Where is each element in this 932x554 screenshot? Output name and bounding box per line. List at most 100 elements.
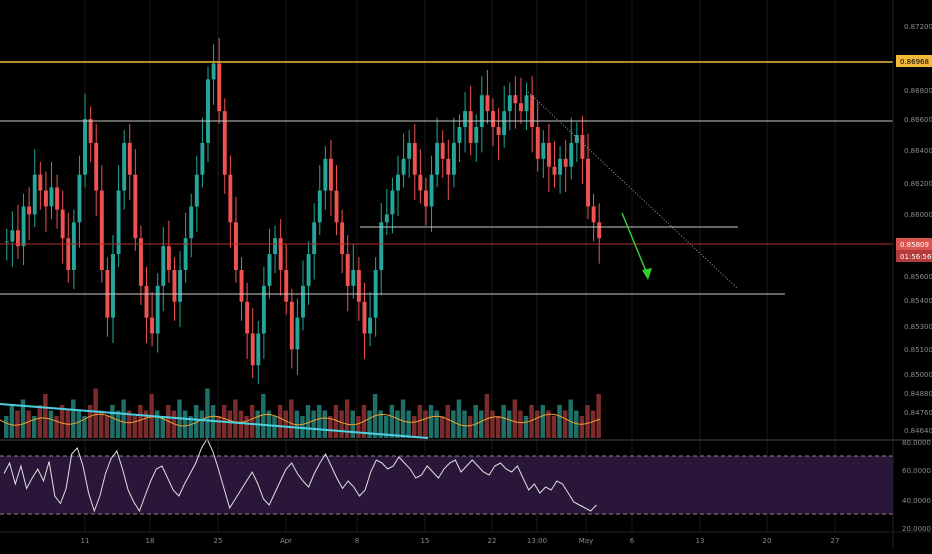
volume-bar [77,411,81,439]
volume-bar [71,400,75,439]
candle-body [256,334,260,366]
volume-bar [563,411,567,439]
volume-bar [485,394,489,438]
candle-body [385,214,389,222]
candle-body [279,238,283,270]
candle-body [418,175,422,191]
candle-body [502,111,506,135]
volume-bar [317,405,321,438]
volume-bar [283,411,287,439]
candle-body [22,206,26,246]
candle-body [38,175,42,191]
volume-bar [429,405,433,438]
candle-body [77,175,81,223]
candle-body [402,159,406,175]
candle-body [240,270,244,302]
candle-body [536,127,540,159]
candle-body [430,175,434,207]
price-tick-label: 0.85600 [904,273,932,281]
volume-bar [216,416,220,438]
volume-bar [513,400,517,439]
price-tick-label: 0.86200 [904,180,932,188]
candle-body [379,222,383,270]
volume-bar [468,416,472,438]
volume-bar [38,405,42,438]
candle-body [251,334,255,366]
time-tick-label: 27 [831,537,840,545]
volume-bar [462,411,466,439]
time-tick-label: May [579,537,593,545]
volume-bar [311,411,315,439]
candle-body [262,286,266,334]
candle-body [156,286,160,334]
volume-bar [591,411,595,439]
candle-body [10,230,14,241]
volume-bar [496,416,500,438]
time-tick-label: 15 [421,537,430,545]
candle-body [295,318,299,350]
volume-bar [278,405,282,438]
volume-bar [479,411,483,439]
candle-body [597,222,601,238]
volume-bar [200,411,204,439]
candle-body [363,302,367,334]
volume-bar [183,411,187,439]
candle-body [268,254,272,286]
last-price-badge-text: 0.85809 [900,241,929,249]
countdown-badge-text: 01:56:56 [900,253,932,261]
volume-bar [138,405,142,438]
price-tick-label: 0.85300 [904,323,932,331]
volume-bar [446,405,450,438]
candle-body [441,143,445,159]
candle-body [178,270,182,302]
candle-body [128,143,132,175]
volume-bar [524,416,528,438]
candle-body [580,135,584,159]
candle-body [111,254,115,318]
candle-body [569,143,573,167]
volume-bar [541,405,545,438]
rsi-tick-label: 20.0000 [902,525,931,533]
price-tick-label: 0.85000 [904,371,932,379]
candle-body [396,175,400,191]
volume-bar [272,416,276,438]
time-tick-label: 6 [630,537,635,545]
candle-body [27,206,31,214]
candle-body [72,222,76,270]
time-tick-label: 18 [146,537,155,545]
volume-bar [54,416,58,438]
volume-bar [306,405,310,438]
volume-bar [105,416,109,438]
volume-bar [244,416,248,438]
candle-body [558,159,562,175]
volume-bar [205,389,209,439]
candle-body [474,127,478,143]
candle-body [89,119,93,143]
volume-bar [10,405,14,438]
volume-bar [323,411,327,439]
rsi-tick-label: 80.0000 [902,439,931,447]
candle-body [145,286,149,318]
candle-body [357,270,361,302]
candle-body [5,241,9,242]
price-tick-label: 0.86600 [904,116,932,124]
volume-bar [557,405,561,438]
candle-body [195,175,199,207]
price-tick-label: 0.86800 [904,87,932,95]
time-tick-label: 20 [763,537,772,545]
volume-bar [133,416,137,438]
candle-body [212,63,216,79]
volume-bar [401,400,405,439]
volume-bar [423,411,427,439]
candle-body [33,175,37,215]
volume-bar [440,416,444,438]
volume-bar [473,405,477,438]
candle-body [206,79,210,143]
volume-bar [406,411,410,439]
candle-body [530,95,534,127]
candle-body [586,159,590,207]
volume-bar [585,405,589,438]
volume-bar [233,400,237,439]
volume-bar [535,411,539,439]
price-tick-label: 0.86000 [904,211,932,219]
